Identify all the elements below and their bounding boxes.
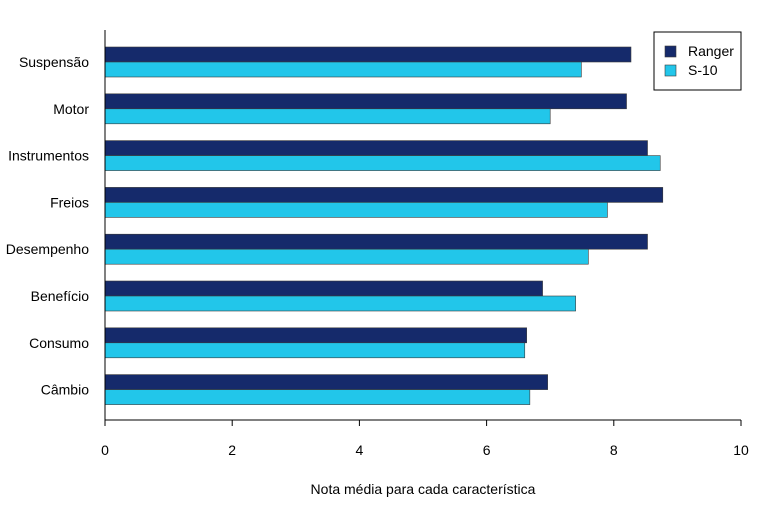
bar-ranger-2 <box>104 140 648 156</box>
bars-group <box>104 46 664 405</box>
bar-ranger-0 <box>104 46 632 63</box>
bar-s-10-3 <box>104 202 608 218</box>
legend-swatch-ranger <box>664 45 677 58</box>
x-tick-label: 0 <box>101 442 109 458</box>
bar-ranger-7 <box>104 374 548 390</box>
bar-s-10-4 <box>104 248 589 265</box>
x-tick-label: 6 <box>483 442 491 458</box>
category-label: Instrumentos <box>8 148 89 164</box>
bar-ranger-1 <box>104 93 627 110</box>
x-ticks: 0 2 4 6 8 10 <box>101 420 749 458</box>
bar-s-10-1 <box>104 108 551 125</box>
category-label: Câmbio <box>41 382 89 398</box>
bar-ranger-4 <box>104 233 648 250</box>
bar-ranger-5 <box>104 280 543 297</box>
x-tick-label: 4 <box>356 442 364 458</box>
bar-s-10-2 <box>104 155 661 171</box>
legend-label-ranger: Ranger <box>688 43 734 59</box>
bar-s-10-0 <box>104 61 582 78</box>
category-label: Consumo <box>29 335 89 351</box>
x-axis-title: Nota média para cada característica <box>311 481 536 497</box>
category-label: Freios <box>50 194 89 210</box>
legend-box <box>653 31 742 91</box>
bar-s-10-5 <box>104 295 576 312</box>
x-tick-label: 10 <box>733 442 749 458</box>
bar-s-10-6 <box>104 342 526 359</box>
legend-swatch-s-10 <box>664 64 677 77</box>
category-label: Benefício <box>31 288 90 304</box>
legend-label-s-10: S-10 <box>688 62 718 78</box>
bar-ranger-3 <box>104 187 664 203</box>
bar-s-10-7 <box>104 389 531 405</box>
x-tick-label: 8 <box>610 442 618 458</box>
category-label: Suspensão <box>19 54 89 70</box>
category-labels: Suspensão Motor Instrumentos Freios Desempen… <box>6 54 90 398</box>
x-tick-label: 2 <box>228 442 236 458</box>
bar-ranger-6 <box>104 327 527 344</box>
category-label: Motor <box>53 101 89 117</box>
category-label: Desempenho <box>6 241 89 257</box>
legend: Ranger S-10 <box>653 31 742 91</box>
